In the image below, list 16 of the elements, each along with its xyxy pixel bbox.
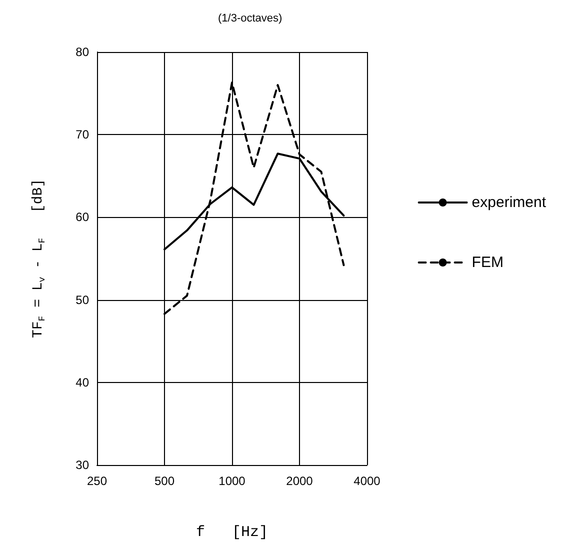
chart-subtitle: (1/3-octaves) — [218, 12, 282, 24]
y-tick-label: 30 — [76, 458, 90, 472]
x-tick-label: 4000 — [354, 474, 381, 488]
x-axis-title: f [Hz] — [196, 524, 268, 541]
text: TFF = Lv - LF [dB] — [30, 178, 48, 338]
y-tick-label: 60 — [76, 210, 90, 224]
x-tick-label: 2000 — [286, 474, 314, 488]
x-tick-label: 500 — [154, 474, 175, 488]
y-tick-label: 70 — [76, 128, 90, 142]
y-tick-label: 80 — [76, 45, 90, 59]
x-tick-label: 250 — [86, 474, 108, 488]
y-tick-label: 50 — [76, 292, 90, 307]
legend-label: experiment — [472, 194, 547, 211]
y-tick-label: 40 — [76, 375, 90, 390]
legend-label: FEM — [472, 254, 504, 271]
x-tick-label: 1000 — [218, 474, 246, 488]
